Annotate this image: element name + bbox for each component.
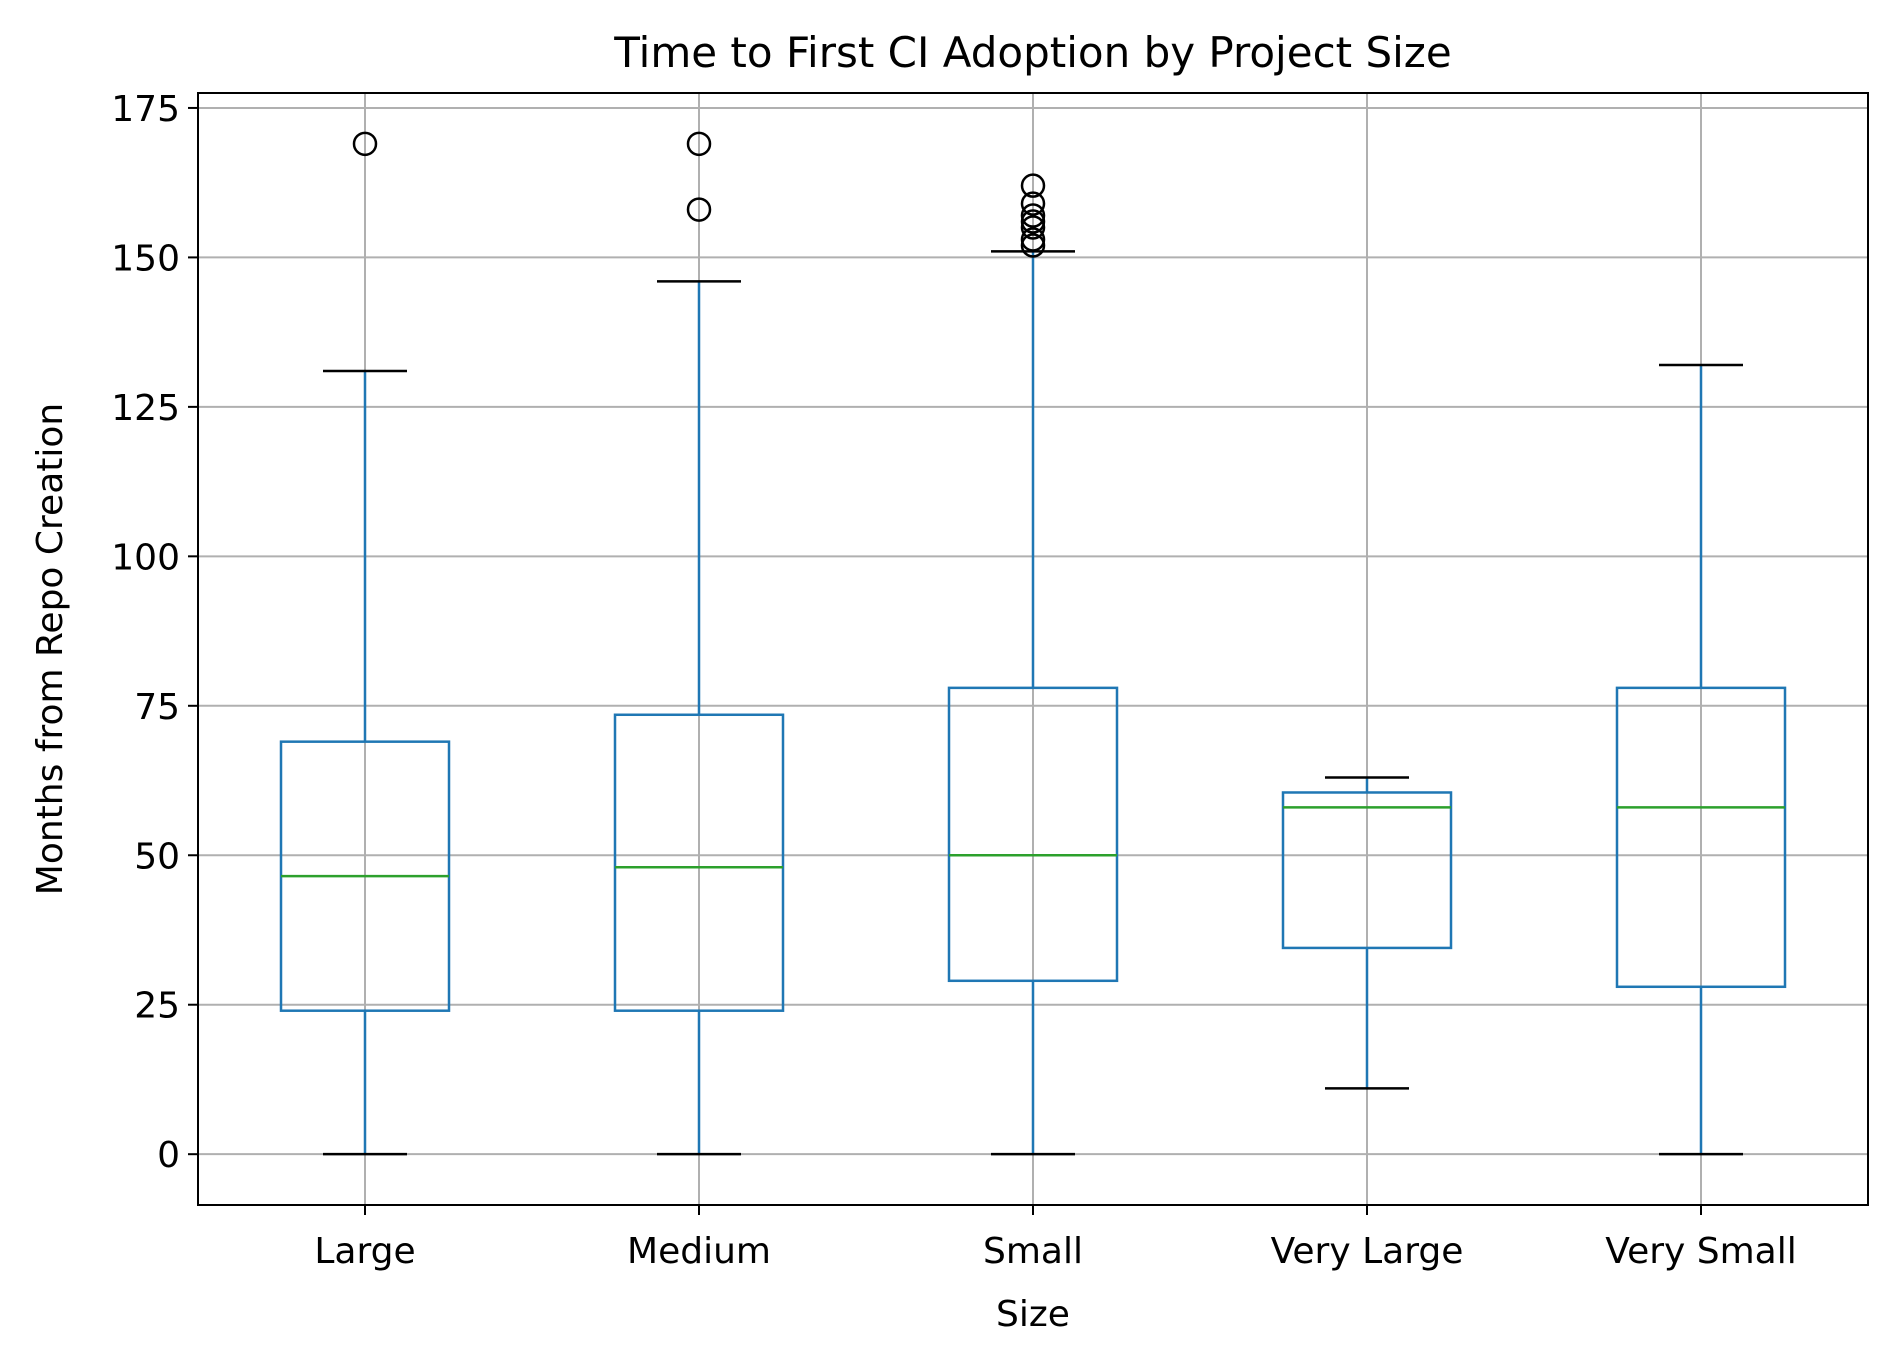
iqr-box bbox=[1615, 686, 1787, 989]
y-tick-label: 25 bbox=[134, 986, 180, 1027]
y-tick-label: 50 bbox=[134, 836, 180, 877]
outlier-point bbox=[1020, 173, 1046, 198]
plot-layer bbox=[279, 131, 1787, 1156]
outlier-point bbox=[1020, 227, 1046, 252]
outlier-point bbox=[1020, 215, 1046, 240]
y-tick-label: 125 bbox=[111, 388, 180, 429]
x-axis-title: Size bbox=[996, 1294, 1070, 1335]
x-tick-label: Small bbox=[983, 1231, 1083, 1272]
outlier-point bbox=[686, 197, 712, 222]
y-axis-title: Months from Repo Creation bbox=[30, 403, 71, 895]
x-tick-label: Large bbox=[314, 1231, 415, 1272]
y-tick-label: 150 bbox=[111, 238, 180, 279]
axis-layer: 0 25 50 75 100 125 150 175 Large Medium Small Very … bbox=[111, 89, 1796, 1272]
chart-title: Time to First CI Adoption by Project Siz… bbox=[613, 28, 1451, 77]
x-tick-label: Very Large bbox=[1271, 1231, 1464, 1272]
y-tick-label: 100 bbox=[111, 537, 180, 578]
x-tick-label: Medium bbox=[627, 1231, 771, 1272]
iqr-box bbox=[613, 713, 785, 1012]
iqr-box bbox=[1281, 791, 1453, 950]
y-tick-label: 175 bbox=[111, 89, 180, 130]
y-tick-label: 0 bbox=[157, 1135, 180, 1176]
outlier-point bbox=[686, 131, 712, 157]
outlier-point bbox=[352, 131, 378, 157]
x-tick-label: Very Small bbox=[1605, 1231, 1797, 1272]
outlier-point bbox=[1020, 209, 1046, 234]
outlier-point bbox=[1020, 203, 1046, 228]
outlier-point bbox=[1020, 191, 1046, 216]
outlier-point bbox=[1020, 233, 1046, 258]
iqr-box bbox=[947, 686, 1119, 983]
y-tick-label: 75 bbox=[134, 687, 180, 728]
